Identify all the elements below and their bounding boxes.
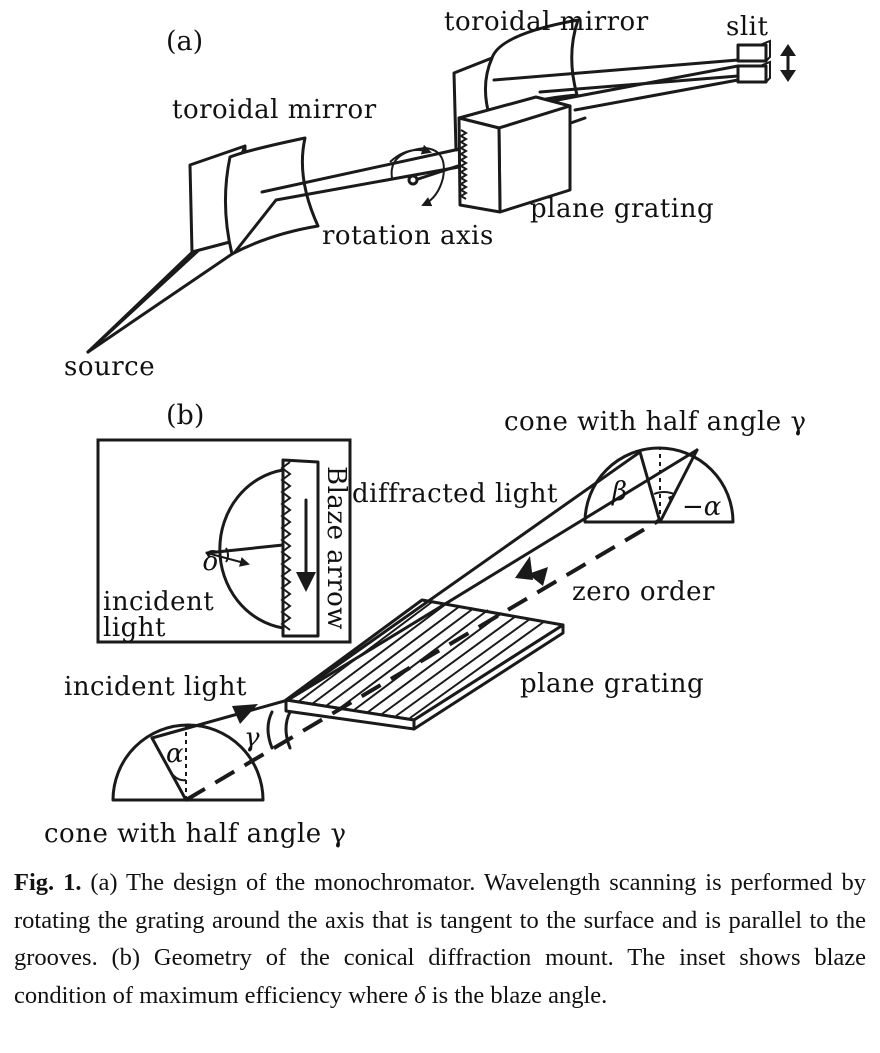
inset-delta: δ	[203, 547, 219, 577]
panel-a-label: (a)	[166, 26, 203, 57]
cone-top-label: cone with half angle γ	[504, 407, 806, 437]
beta-label: β	[611, 477, 627, 507]
rotation-axis-label: rotation axis	[322, 221, 494, 251]
zero-order-beam	[184, 518, 662, 802]
incident-beam	[150, 698, 290, 740]
inset-incident-line1: incident	[103, 587, 214, 617]
cone-bottom-label: cone with half angle γ	[44, 819, 346, 849]
monochromator-figure: (a)	[44, 7, 806, 849]
incident-light-label: incident light	[64, 672, 247, 702]
zero-order-label: zero order	[572, 577, 715, 607]
diffracted-light-label: diffracted light	[352, 479, 558, 509]
bottom-cone: α	[111, 723, 265, 802]
source-label: source	[64, 352, 155, 382]
caption-delta: δ	[414, 981, 426, 1009]
figure-caption: Fig. 1. (a) The design of the monochroma…	[14, 864, 866, 1014]
inset-incident-line2: light	[103, 613, 166, 643]
caption-figure-label: Fig. 1.	[14, 869, 82, 896]
plane-grating-label-a: plane grating	[530, 194, 714, 224]
slit-label: slit	[726, 12, 768, 42]
panel-b: (b) δ incident light Blaze arrow	[44, 400, 806, 849]
caption-text-1: (a) The design of the monochromator. Wav…	[14, 869, 866, 1009]
blaze-inset: δ incident light Blaze arrow	[96, 438, 352, 644]
grating-block	[457, 95, 572, 214]
alpha-label: α	[166, 739, 184, 769]
plane-grating-label-b: plane grating	[520, 669, 704, 699]
caption-text-2: is the blaze angle.	[425, 981, 608, 1009]
mirror1-to-grating-beams	[233, 148, 472, 254]
panel-b-label: (b)	[166, 400, 204, 431]
top-cone: β −α	[583, 446, 735, 524]
gamma-label: γ	[244, 723, 260, 753]
blaze-arrow-label: Blaze arrow	[321, 466, 351, 630]
gamma-arcs: γ	[244, 710, 292, 753]
diffracted-beam	[286, 448, 699, 702]
toroidal-mirror-1-label: toroidal mirror	[172, 95, 377, 125]
minus-alpha-label: −α	[682, 492, 722, 522]
panel-a: (a)	[64, 7, 796, 382]
slit	[736, 39, 796, 84]
toroidal-mirror-2-label: toroidal mirror	[444, 7, 649, 37]
